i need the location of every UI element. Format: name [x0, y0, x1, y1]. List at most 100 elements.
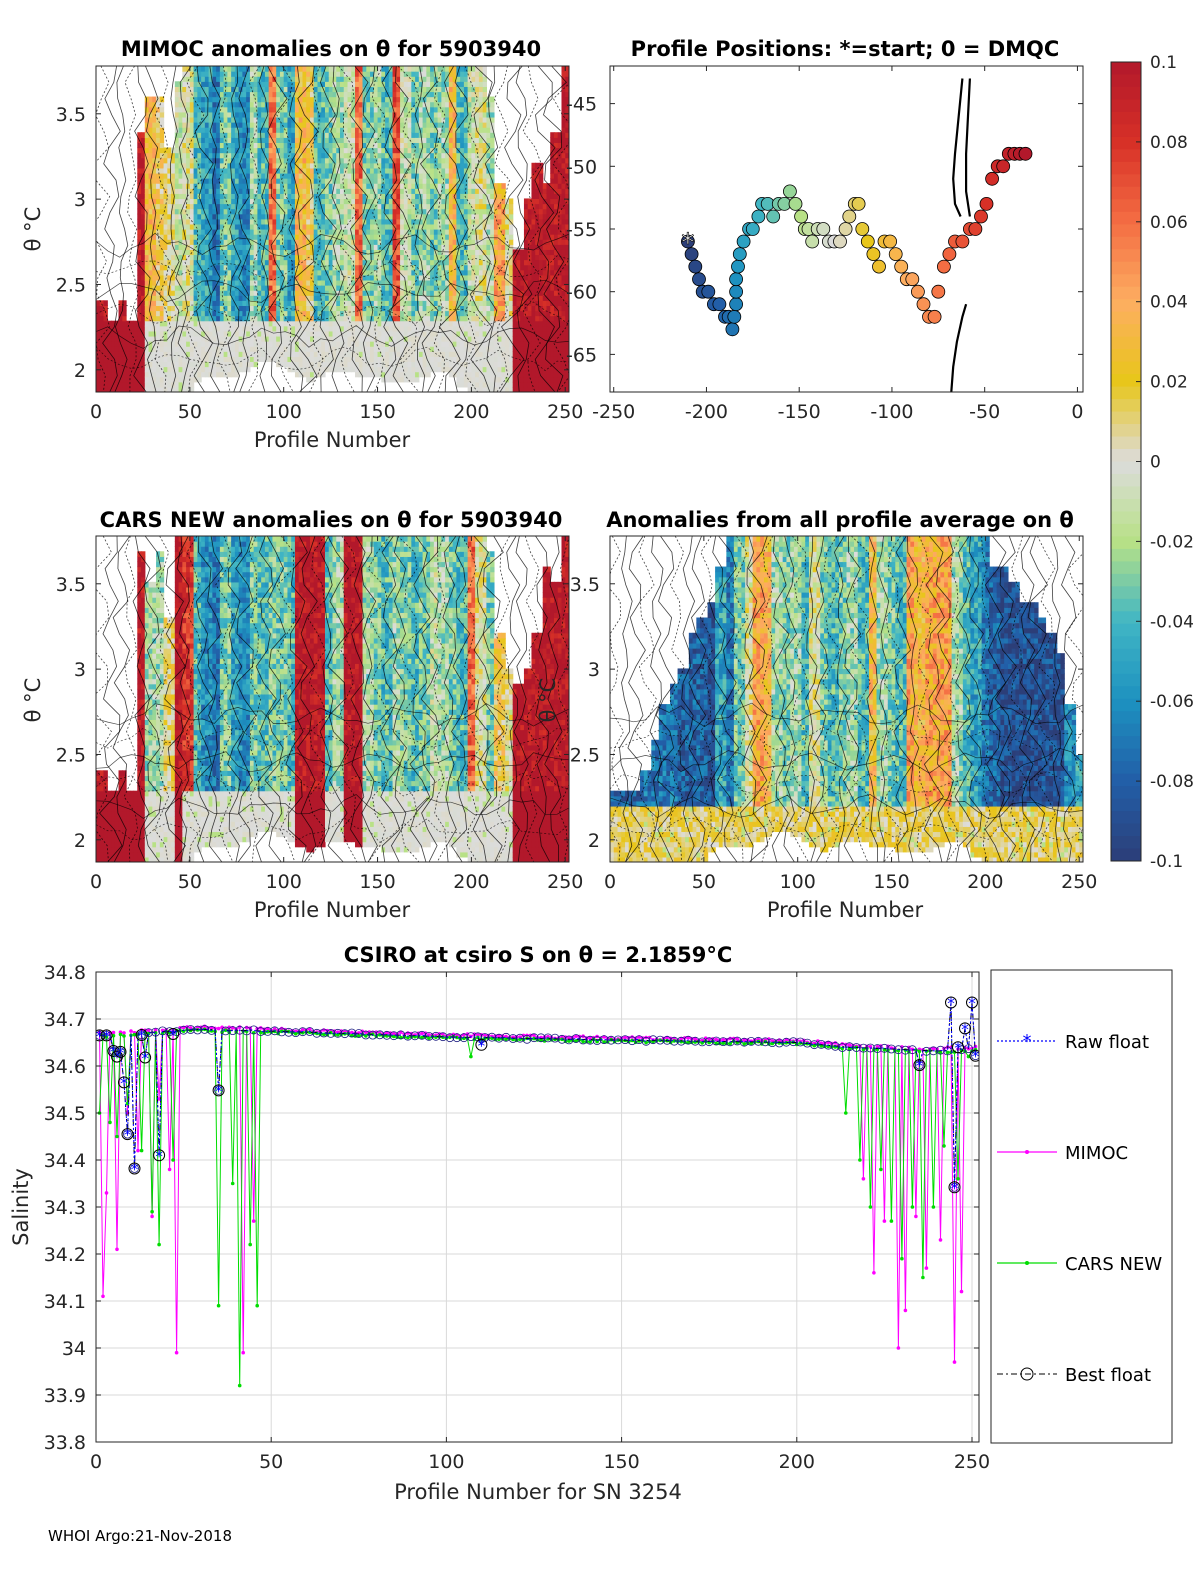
- heatmap-cell: [107, 356, 112, 363]
- heatmap-cell: [418, 203, 424, 210]
- heatmap-cell: [317, 111, 322, 118]
- heatmap-cell: [197, 172, 202, 179]
- heatmap-cell: [430, 315, 435, 322]
- heatmap-cell: [324, 269, 330, 276]
- heatmap-cell: [340, 223, 345, 230]
- heatmap-cell: [152, 320, 157, 327]
- heatmap-cell: [249, 259, 255, 266]
- heatmap-cell: [276, 279, 281, 286]
- heatmap-cell: [234, 239, 240, 245]
- heatmap-cell: [294, 116, 300, 123]
- heatmap-cell: [283, 290, 289, 296]
- heatmap-cell: [392, 320, 397, 327]
- heatmap-cell: [328, 167, 334, 174]
- heatmap-cell: [302, 157, 307, 164]
- heatmap-cell: [96, 371, 101, 378]
- heatmap-cell: [370, 274, 375, 281]
- heatmap-cell: [201, 71, 206, 77]
- heatmap-cell: [159, 142, 165, 149]
- heatmap-cell: [219, 315, 225, 322]
- heatmap-cell: [373, 122, 379, 128]
- heatmap-cell: [317, 183, 322, 189]
- heatmap-cell: [407, 351, 412, 357]
- heatmap-cell: [430, 356, 435, 363]
- heatmap-cell: [144, 239, 150, 245]
- heatmap-cell: [298, 76, 304, 82]
- heatmap-cell: [261, 111, 266, 118]
- heatmap-cell: [403, 122, 409, 128]
- heatmap-cell: [167, 234, 172, 240]
- heatmap-cell: [347, 132, 352, 138]
- heatmap-cell: [257, 106, 262, 113]
- heatmap-cell: [193, 188, 198, 194]
- heatmap-cell: [268, 244, 274, 250]
- heatmap-cell: [152, 137, 157, 143]
- heatmap-cell: [189, 320, 195, 327]
- heatmap-cell: [385, 234, 390, 240]
- heatmap-cell: [392, 101, 397, 108]
- heatmap-cell: [182, 310, 187, 317]
- heatmap-cell: [287, 76, 292, 82]
- heatmap-cell: [264, 147, 270, 154]
- heatmap-cell: [174, 167, 180, 174]
- heatmap-cell: [437, 305, 442, 312]
- heatmap-cell: [201, 167, 206, 174]
- heatmap-cell: [186, 218, 191, 225]
- heatmap-cell: [411, 335, 416, 342]
- heatmap-cell: [178, 234, 183, 240]
- heatmap-cell: [163, 346, 168, 352]
- heatmap-cell: [430, 127, 435, 133]
- heatmap-cell: [422, 188, 427, 194]
- heatmap-cell: [223, 208, 228, 215]
- heatmap-cell: [313, 178, 319, 184]
- heatmap-cell: [156, 167, 161, 174]
- heatmap-cell: [385, 229, 390, 235]
- heatmap-cell: [355, 178, 360, 184]
- heatmap-cell: [186, 341, 191, 347]
- heatmap-cell: [294, 172, 300, 179]
- heatmap-cell: [156, 361, 161, 368]
- heatmap-cell: [366, 203, 371, 210]
- heatmap-cell: [321, 167, 326, 174]
- heatmap-cell: [336, 279, 341, 286]
- heatmap-cell: [208, 244, 213, 250]
- heatmap-cell: [283, 91, 289, 98]
- heatmap-cell: [246, 290, 251, 296]
- heatmap-cell: [385, 361, 390, 368]
- heatmap-cell: [276, 259, 281, 266]
- heatmap-cell: [197, 76, 202, 82]
- heatmap-cell: [197, 305, 202, 312]
- heatmap-cell: [381, 305, 386, 312]
- heatmap-cell: [355, 330, 360, 337]
- heatmap-cell: [238, 147, 243, 154]
- heatmap-cell: [418, 66, 424, 72]
- heatmap-cell: [298, 86, 304, 93]
- heatmap-cell: [309, 351, 315, 357]
- heatmap-cell: [332, 325, 337, 332]
- heatmap-cell: [141, 356, 146, 363]
- heatmap-cell: [223, 244, 228, 250]
- heatmap-cell: [343, 361, 349, 368]
- heatmap-cell: [340, 356, 345, 363]
- heatmap-cell: [193, 254, 198, 261]
- heatmap-cell: [385, 290, 390, 296]
- heatmap-cell: [309, 106, 315, 113]
- heatmap-cell: [418, 86, 424, 93]
- heatmap-cell: [321, 366, 326, 373]
- heatmap-cell: [189, 162, 195, 169]
- heatmap-cell: [366, 147, 371, 154]
- heatmap-cell: [156, 295, 161, 301]
- heatmap-cell: [392, 106, 397, 113]
- heatmap-cell: [358, 356, 364, 363]
- heatmap-cell: [347, 320, 352, 327]
- heatmap-cell: [385, 183, 390, 189]
- heatmap-cell: [298, 96, 304, 103]
- heatmap-cell: [148, 371, 153, 378]
- heatmap-cell: [257, 172, 262, 179]
- heatmap-cell: [298, 157, 304, 164]
- heatmap-cell: [433, 259, 439, 266]
- heatmap-cell: [219, 366, 225, 373]
- heatmap-cell: [347, 66, 352, 72]
- heatmap-cell: [362, 259, 367, 266]
- heatmap-cell: [227, 71, 232, 77]
